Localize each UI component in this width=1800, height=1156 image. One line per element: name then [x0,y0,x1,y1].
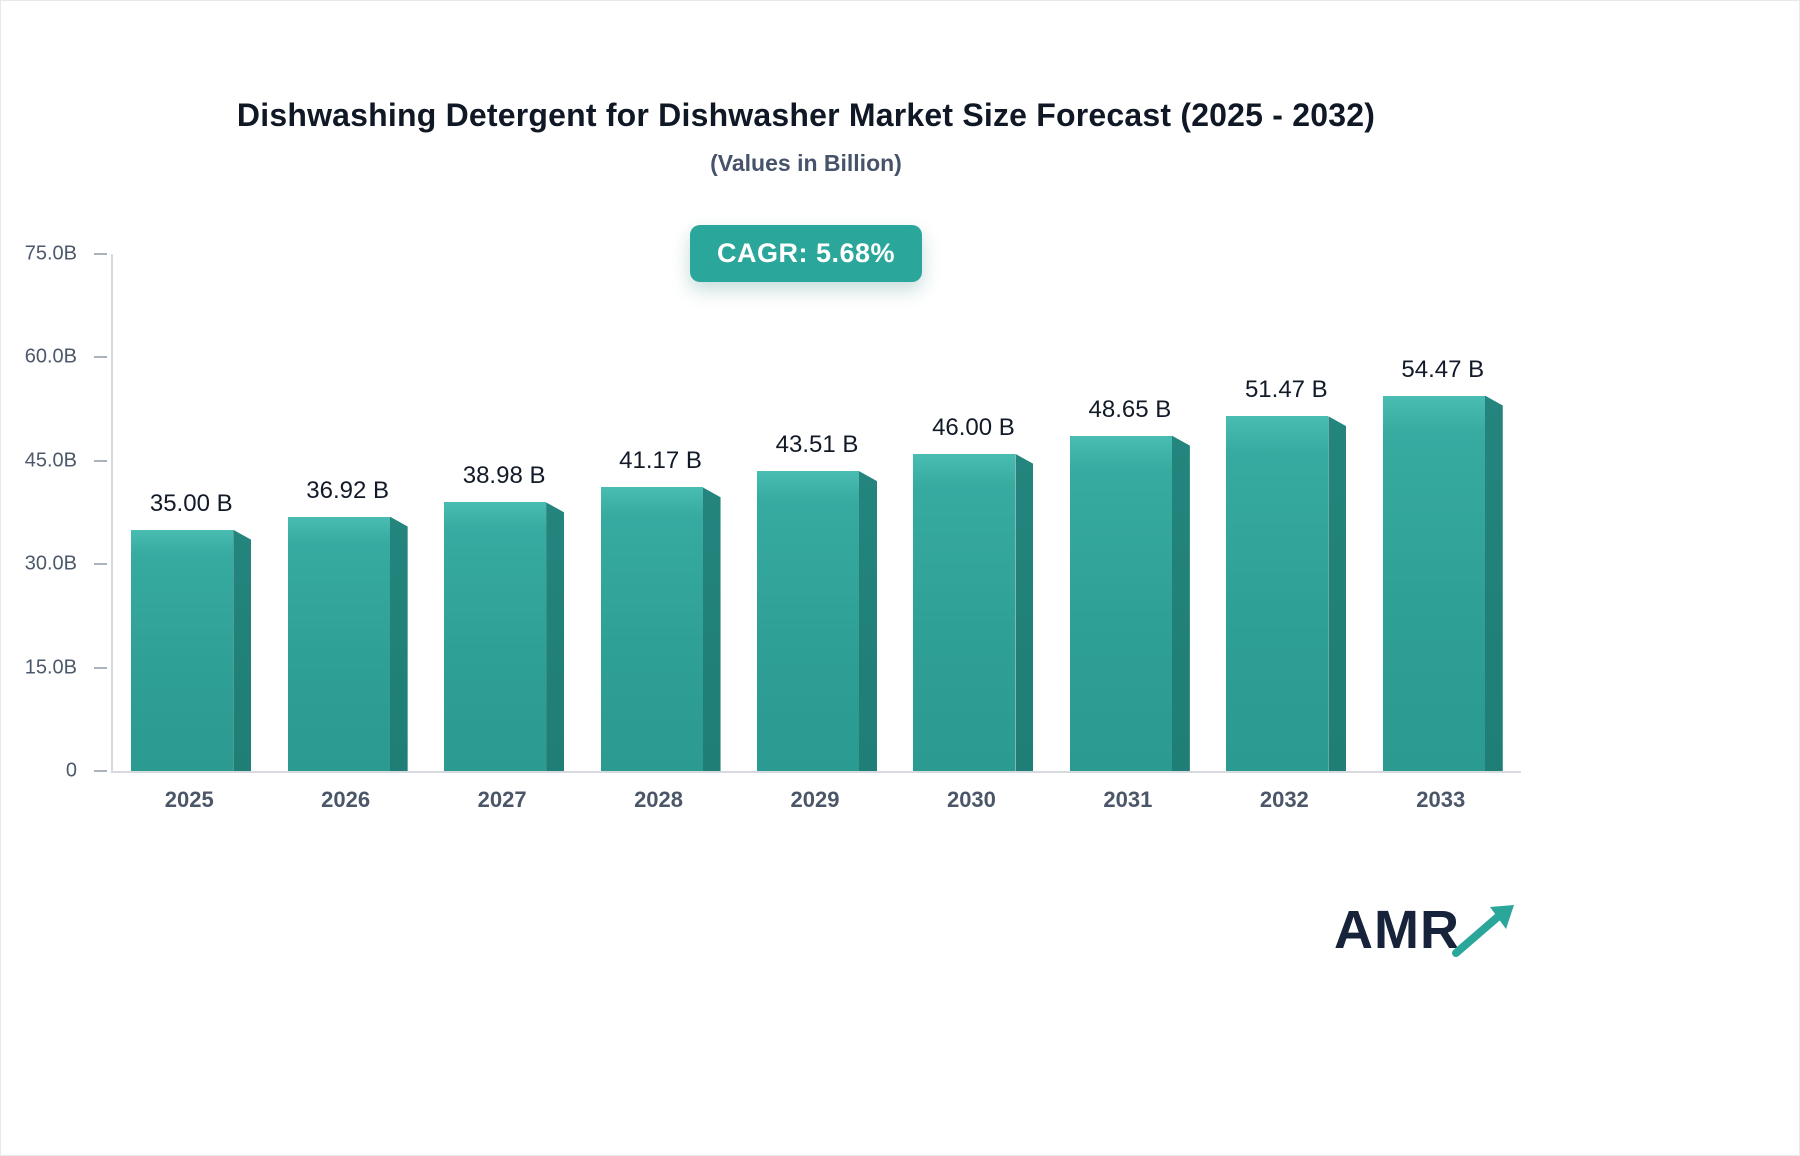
bar-side-face [859,471,877,771]
chart-subtitle: (Values in Billion) [710,150,902,176]
bar-side-face [1484,395,1503,771]
y-tick-mark [94,356,107,359]
x-tick-label-2025: 2025 [164,787,214,812]
y-tick-label: 0 [65,759,77,782]
cagr-badge: CAGR: 5.68% [689,225,923,282]
bar-value-label: 43.51 B [775,431,859,459]
bar-front-face [131,529,234,771]
y-tick-mark [94,770,107,772]
bar-value-label: 54.47 B [1401,355,1485,383]
bar-2028 [600,487,721,771]
x-tick-label-2033: 2033 [1416,787,1466,812]
bar-2029 [757,471,877,771]
y-tick-mark [94,666,107,669]
bar-value-label: 35.00 B [149,489,233,517]
bar-side-face [702,487,721,771]
x-tick-label-2029: 2029 [790,787,840,812]
chart-title: Dishwashing Detergent for Dishwasher Mar… [236,97,1376,133]
bar-2025 [131,529,252,771]
bar-front-face [757,471,859,771]
x-tick-label-2027: 2027 [477,787,527,812]
amr-logo-arrow-icon [1452,905,1514,957]
y-tick-label: 45.0B [24,449,77,472]
bar-front-face [1382,395,1485,771]
y-axis: 0 15.0B 30.0B 45.0B 60.0B 75.0B [1,243,111,782]
y-tick-label: 75.0B [24,242,77,265]
bar-side-face [389,516,408,771]
x-tick-label-2028: 2028 [634,787,684,812]
bar-side-face [546,502,565,771]
x-axis: 2025 2026 2027 2028 2029 2030 2031 2032 2033 [111,773,1519,833]
x-tick-label-2026: 2026 [321,787,371,812]
bar-front-face [444,502,547,771]
cagr-badge-row: CAGR: 5.68% [1,225,1611,282]
x-tick-label-2031: 2031 [1103,787,1153,812]
bar-2033 [1382,395,1503,771]
y-tick-mark [94,563,107,566]
y-tick-label: 30.0B [24,552,77,575]
amr-logo: AMR [1334,899,1524,969]
y-tick-mark [94,459,107,462]
bar-2030 [913,453,1034,771]
bar-value-label: 51.47 B [1244,376,1328,404]
bar-value-label: 36.92 B [306,476,390,504]
bar-2027 [444,502,565,771]
bar-side-face [1171,435,1190,771]
bar-front-face [600,487,703,771]
bar-value-label: 46.00 B [932,413,1015,441]
x-tick-label-2032: 2032 [1259,787,1309,812]
y-tick-mark [94,253,107,255]
bar-value-label: 48.65 B [1088,395,1172,423]
bar-2031 [1069,435,1190,771]
plot-area: 35.00 B 36.92 B 38.98 B 41.17 B 43.51 B 46.00… [111,254,1521,773]
bar-front-face [913,453,1016,771]
y-tick-label: 15.0B [24,656,77,679]
bar-2026 [287,516,408,771]
bar-side-face [1328,416,1347,771]
amr-logo-text: AMR [1334,900,1460,960]
bar-front-face [1069,435,1172,771]
bar-side-face [1015,453,1034,771]
x-tick-label-2030: 2030 [946,787,996,812]
bar-front-face [287,516,390,771]
y-tick-label: 60.0B [24,345,77,368]
bar-side-face [233,529,252,771]
bar-value-label: 41.17 B [619,447,702,475]
bar-2032 [1226,416,1347,771]
bar-front-face [1226,416,1329,771]
bar-value-label: 38.98 B [462,462,546,490]
